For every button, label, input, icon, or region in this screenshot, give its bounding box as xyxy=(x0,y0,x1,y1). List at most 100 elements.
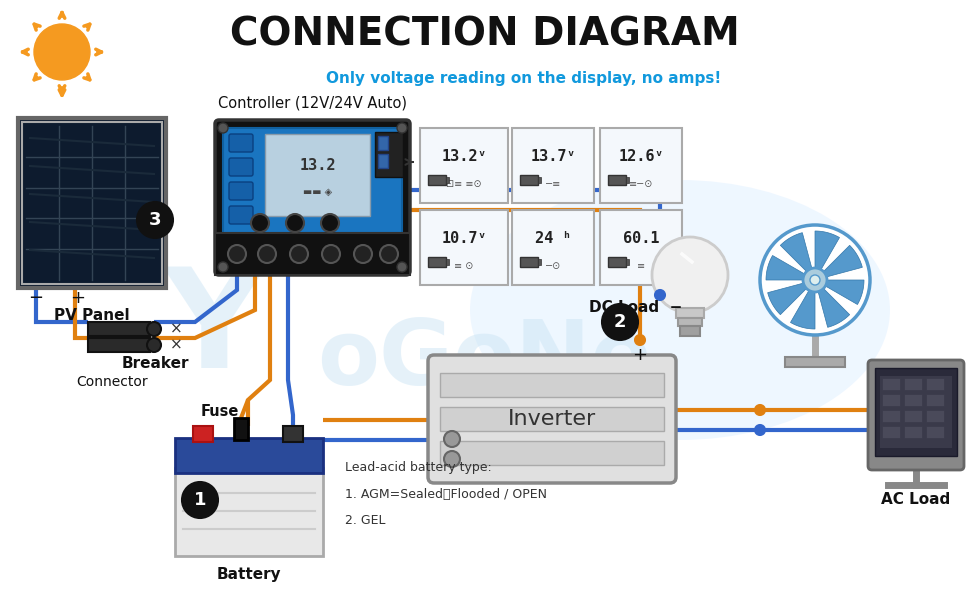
Circle shape xyxy=(34,24,90,80)
Circle shape xyxy=(635,335,644,345)
Circle shape xyxy=(290,245,308,263)
Text: ×: × xyxy=(170,322,182,337)
Bar xyxy=(675,308,703,318)
Circle shape xyxy=(322,245,340,263)
Bar xyxy=(625,176,628,182)
Text: −⊙: −⊙ xyxy=(545,261,560,271)
Bar xyxy=(608,257,625,266)
Bar xyxy=(446,259,449,265)
Bar xyxy=(18,118,166,288)
Bar xyxy=(519,175,538,185)
Bar xyxy=(881,378,899,390)
Bar xyxy=(600,128,681,203)
Text: 10.7ᵛ: 10.7ᵛ xyxy=(441,231,486,246)
Bar xyxy=(903,394,922,406)
Circle shape xyxy=(396,123,407,133)
Circle shape xyxy=(651,237,728,313)
Bar xyxy=(677,318,702,326)
Circle shape xyxy=(602,304,638,340)
Circle shape xyxy=(809,275,819,285)
Bar xyxy=(538,259,541,265)
Polygon shape xyxy=(825,280,863,304)
Text: 60.1: 60.1 xyxy=(622,231,659,246)
Text: ≡−⊙: ≡−⊙ xyxy=(628,179,652,189)
FancyBboxPatch shape xyxy=(229,158,253,176)
Text: ×: × xyxy=(170,337,182,352)
Bar xyxy=(925,378,943,390)
Circle shape xyxy=(228,245,246,263)
Circle shape xyxy=(147,338,161,352)
Bar xyxy=(600,210,681,285)
Bar xyxy=(215,233,410,275)
Circle shape xyxy=(286,214,303,232)
Text: CONNECTION DIAGRAM: CONNECTION DIAGRAM xyxy=(230,16,739,54)
Bar xyxy=(608,175,625,185)
FancyBboxPatch shape xyxy=(867,360,963,470)
Text: Inverter: Inverter xyxy=(508,409,596,429)
Bar xyxy=(427,257,446,266)
Bar xyxy=(440,407,664,431)
Text: AC Load: AC Load xyxy=(881,493,950,508)
Text: Controller (12V/24V Auto): Controller (12V/24V Auto) xyxy=(218,95,407,110)
Circle shape xyxy=(258,245,276,263)
Text: Battery: Battery xyxy=(216,566,281,581)
Text: 2: 2 xyxy=(613,313,626,331)
Polygon shape xyxy=(814,231,838,269)
Text: ⊡≡ ≡⊙: ⊡≡ ≡⊙ xyxy=(446,179,482,189)
Bar xyxy=(440,441,664,465)
Bar xyxy=(784,357,844,367)
Circle shape xyxy=(182,482,218,518)
Text: Connector: Connector xyxy=(77,375,147,389)
Polygon shape xyxy=(779,233,811,272)
Circle shape xyxy=(396,262,407,272)
Text: 1. AGM=Sealed、Flooded / OPEN: 1. AGM=Sealed、Flooded / OPEN xyxy=(345,487,547,500)
Circle shape xyxy=(251,214,268,232)
Polygon shape xyxy=(766,256,803,280)
Bar xyxy=(234,418,248,440)
Text: +: + xyxy=(71,289,85,307)
Bar xyxy=(193,426,213,442)
Text: 1: 1 xyxy=(194,491,206,509)
Bar xyxy=(881,394,899,406)
Circle shape xyxy=(354,245,372,263)
Bar xyxy=(420,210,508,285)
Text: Only voltage reading on the display, no amps!: Only voltage reading on the display, no … xyxy=(326,70,721,85)
Text: 13.7ᵛ: 13.7ᵛ xyxy=(530,149,576,164)
Text: 12.6ᵛ: 12.6ᵛ xyxy=(617,149,663,164)
Circle shape xyxy=(760,225,869,335)
Bar xyxy=(538,176,541,182)
Bar xyxy=(679,326,700,336)
FancyBboxPatch shape xyxy=(229,134,253,152)
Bar xyxy=(446,176,449,182)
Polygon shape xyxy=(766,283,805,314)
Circle shape xyxy=(444,451,459,467)
Polygon shape xyxy=(817,289,849,328)
FancyBboxPatch shape xyxy=(215,120,410,275)
Text: ▬▬ ◈: ▬▬ ◈ xyxy=(303,187,332,197)
Circle shape xyxy=(654,290,665,300)
Bar xyxy=(88,322,150,336)
Bar xyxy=(925,426,943,438)
Bar xyxy=(223,128,401,233)
Bar xyxy=(903,426,922,438)
Bar xyxy=(427,175,446,185)
Circle shape xyxy=(218,123,228,133)
Circle shape xyxy=(754,405,765,415)
Text: −≡: −≡ xyxy=(545,179,560,189)
Bar xyxy=(378,154,388,168)
Text: +: + xyxy=(632,346,647,364)
Bar xyxy=(519,257,538,266)
Bar xyxy=(378,136,388,150)
FancyBboxPatch shape xyxy=(229,206,253,224)
Bar xyxy=(512,128,593,203)
Circle shape xyxy=(444,431,459,447)
Text: Lead-acid battery type:: Lead-acid battery type: xyxy=(345,461,491,475)
Text: Y: Y xyxy=(163,263,264,397)
Bar xyxy=(903,378,922,390)
Text: PV Panel: PV Panel xyxy=(54,308,130,323)
Text: 13.2ᵛ: 13.2ᵛ xyxy=(441,149,486,164)
Text: oGoNe: oGoNe xyxy=(317,316,652,404)
Bar xyxy=(265,134,369,216)
Text: ≡ ⊙: ≡ ⊙ xyxy=(453,261,473,271)
Text: Fuse: Fuse xyxy=(201,404,239,419)
